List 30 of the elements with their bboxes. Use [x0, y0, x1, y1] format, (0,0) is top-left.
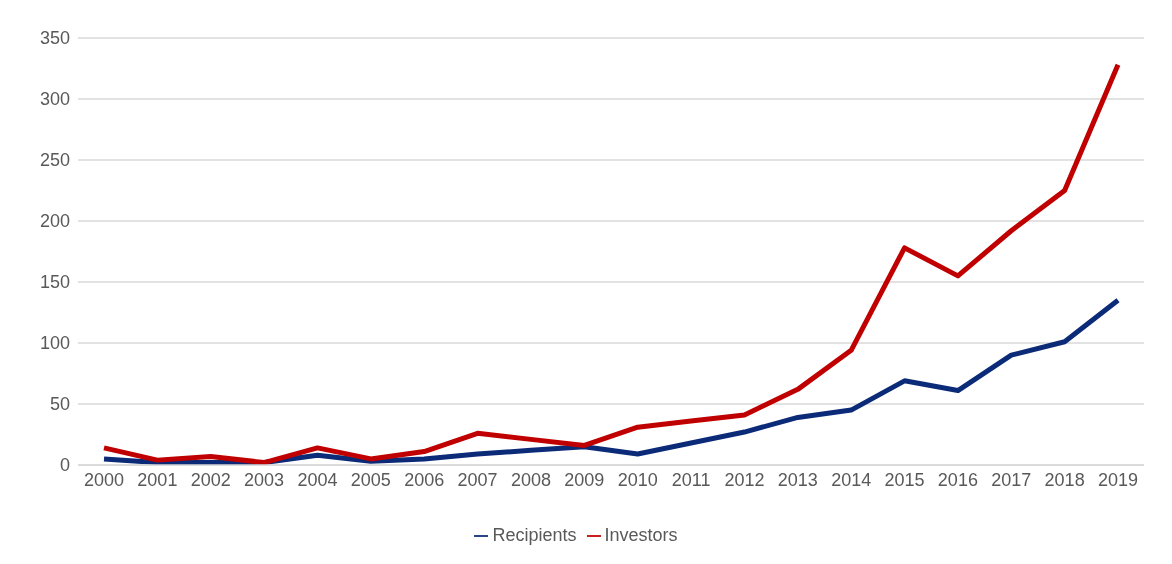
x-tick-label: 2013 [777, 469, 818, 490]
x-tick-label: 2010 [617, 469, 658, 490]
y-tick-label: 300 [39, 89, 70, 110]
x-tick-label: 2017 [991, 469, 1032, 490]
x-tick-label: 2016 [937, 469, 978, 490]
x-tick-label: 2005 [350, 469, 391, 490]
x-tick-label: 2015 [884, 469, 925, 490]
y-tick-label: 250 [39, 150, 70, 171]
x-tick-label: 2006 [404, 469, 445, 490]
x-tick-label: 2001 [137, 469, 178, 490]
x-tick-label: 2007 [457, 469, 498, 490]
x-tick-label: 2018 [1044, 469, 1085, 490]
x-tick-label: 2004 [297, 469, 338, 490]
y-tick-label: 200 [39, 211, 70, 232]
x-tick-label: 2011 [671, 469, 711, 490]
y-tick-label: 350 [39, 28, 70, 49]
legend-label: Investors [604, 525, 678, 545]
x-tick-label: 2019 [1097, 469, 1139, 490]
y-tick-label: 0 [59, 455, 70, 476]
x-tick-label: 2008 [510, 469, 551, 490]
legend-label: Recipients [492, 525, 577, 545]
y-tick-label: 50 [49, 394, 70, 415]
x-tick-label: 2012 [724, 469, 765, 490]
x-tick-label: 2002 [190, 469, 231, 490]
y-tick-label: 100 [39, 333, 70, 354]
x-tick-label: 2014 [831, 469, 872, 490]
y-tick-label: 150 [39, 272, 70, 293]
x-tick-label: 2000 [83, 469, 125, 490]
x-tick-label: 2003 [244, 469, 285, 490]
x-tick-label: 2009 [564, 469, 605, 490]
